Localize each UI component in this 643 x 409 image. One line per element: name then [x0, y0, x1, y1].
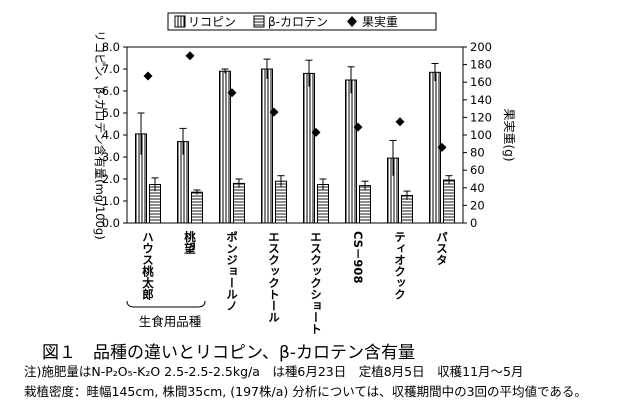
y-axis: 0.0 1.0 2.0 3.0 4.0 5.0 6.0 7.0 8.0 — [102, 40, 127, 230]
marker-fruit-weight — [227, 88, 237, 98]
y2-tick-label: 0 — [470, 216, 477, 230]
y2-tick-label: 140 — [470, 93, 492, 107]
bars — [135, 58, 455, 224]
x-tick-label: CS－908 — [351, 231, 365, 283]
fruit-weight-markers — [143, 51, 447, 152]
y2-tick-label: 80 — [470, 146, 485, 160]
marker-fruit-weight — [353, 122, 363, 132]
bar-carotene — [443, 179, 455, 224]
legend-label-lycopene: リコピン — [188, 15, 236, 29]
legend-swatch-carotene — [253, 15, 265, 28]
y-tick-label: 2.0 — [102, 172, 120, 186]
bar-carotene — [317, 184, 329, 224]
x-tick-label: ハウス桃太郎 — [141, 231, 155, 301]
note-fertilizer: 注)施肥量はN-P₂O₅-K₂O 2.5-2.5-2.5kg/a は種6月23日… — [24, 364, 524, 379]
figure-caption: 図１ 品種の違いとリコピン、β-カロテン含有量 — [42, 343, 415, 363]
marker-fruit-weight — [269, 107, 279, 117]
y-tick-label: 1.0 — [102, 194, 120, 208]
y2-tick-label: 20 — [470, 198, 485, 212]
legend-swatch-lycopene — [174, 15, 186, 28]
y-tick-label: 5.0 — [102, 106, 120, 120]
y2-axis: 0 20 40 60 80 100 120 140 160 180 200 — [463, 40, 492, 230]
legend: リコピン β-カロテン 果実重 — [167, 12, 437, 31]
y2-tick-label: 40 — [470, 181, 485, 195]
y-tick-label: 0.0 — [102, 216, 120, 230]
x-tick-label: ポンジョールノ — [225, 230, 239, 311]
y-tick-label: 8.0 — [102, 40, 120, 54]
bar-carotene — [275, 180, 287, 224]
y2-tick-label: 200 — [470, 40, 492, 54]
marker-fruit-weight — [311, 127, 321, 137]
y2-tick-label: 120 — [470, 110, 492, 124]
x-tick-label: ティオクック — [393, 231, 407, 300]
bar-carotene — [359, 185, 371, 224]
group-bracket — [126, 300, 206, 308]
note-planting: 栽植密度：畦幅145cm, 株間35cm, (197株/a) 分析については、収… — [24, 384, 587, 399]
bar-carotene — [191, 191, 203, 224]
marker-fruit-weight — [143, 71, 153, 81]
x-tick-label: 桃望 — [183, 230, 197, 254]
y2-tick-label: 160 — [470, 75, 492, 89]
marker-fruit-weight — [395, 117, 405, 127]
y-tick-label: 6.0 — [102, 84, 120, 98]
x-tick-label: エスクックトール — [267, 231, 281, 323]
legend-label-fruit-weight: 果実重 — [362, 14, 398, 29]
y2-axis-title: 果実重(g) — [502, 109, 517, 162]
x-tick-label: パスタ — [435, 231, 449, 266]
y-tick-label: 4.0 — [102, 128, 120, 142]
y-axis-title: リコピン、β-カロテン含有量(mg/100g) — [93, 30, 107, 239]
x-tick-label: エスクックショート — [309, 231, 323, 335]
y2-tick-label: 180 — [470, 58, 492, 72]
marker-fruit-weight — [185, 51, 195, 61]
y-tick-label: 3.0 — [102, 150, 120, 164]
bar-lycopene — [261, 68, 273, 224]
legend-box — [167, 12, 437, 31]
y2-tick-label: 60 — [470, 163, 485, 177]
marker-fruit-weight — [437, 142, 447, 152]
bar-lycopene — [303, 72, 315, 224]
legend-label-carotene: β-カロテン — [268, 15, 328, 29]
y2-tick-label: 100 — [470, 128, 492, 142]
legend-marker-fruit-weight — [347, 16, 357, 27]
y-tick-label: 7.0 — [102, 62, 120, 76]
group-label: 生食用品種 — [139, 314, 202, 329]
bar-lycopene — [345, 79, 357, 224]
x-axis-labels: ハウス桃太郎 桃望 ポンジョールノ エスクックトール エスクックショート CS－908 ティ… — [141, 230, 449, 334]
bar-carotene — [233, 182, 245, 224]
